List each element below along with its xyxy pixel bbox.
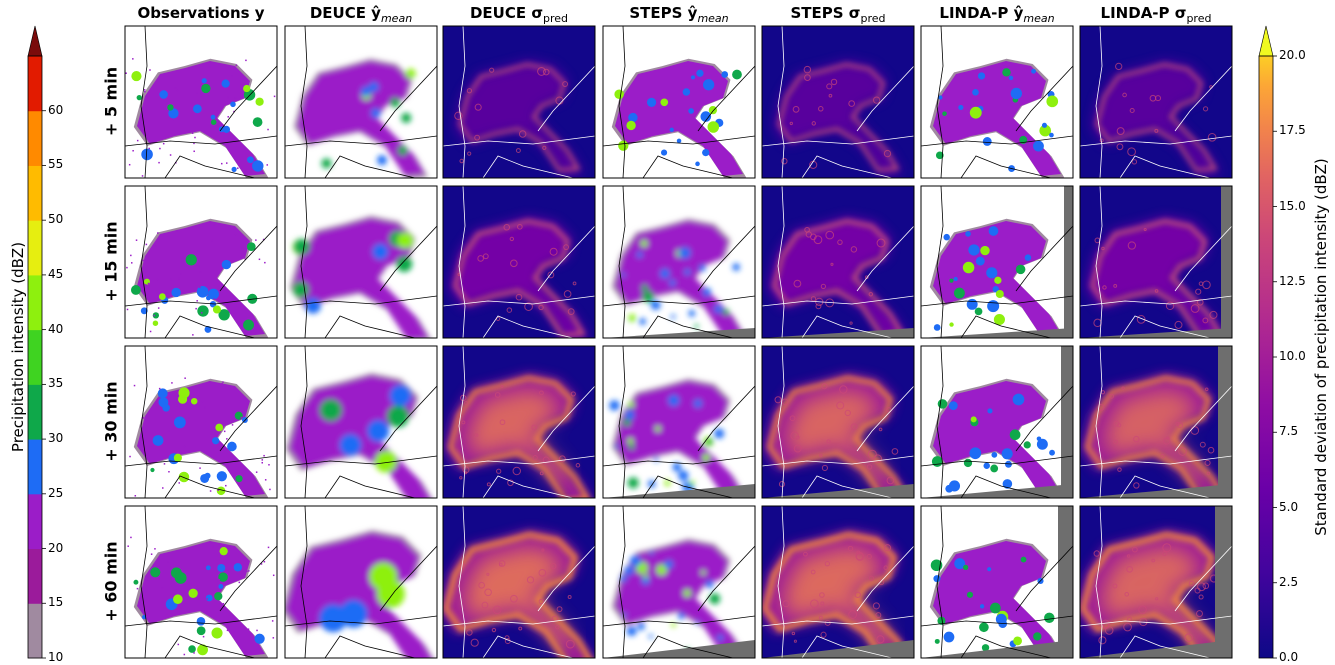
map-panel: [761, 25, 915, 179]
colorbar-tick-label: 2.5: [1279, 574, 1299, 589]
map-panel: [442, 345, 596, 499]
map-panel: [920, 25, 1074, 179]
map-panel: [1079, 505, 1233, 659]
colorbar-tick-label: 50: [48, 212, 64, 227]
column-title: DEUCE ŷmean: [309, 4, 413, 25]
map-panel: [124, 345, 278, 499]
map-panel: [920, 505, 1074, 659]
map-panel: [284, 25, 438, 179]
colorbar-tick-label: 7.5: [1279, 424, 1299, 439]
precip-colorbar: [27, 25, 46, 659]
map-panel: [442, 185, 596, 339]
map-panel: [602, 505, 756, 659]
map-panel: [761, 345, 915, 499]
column-title: Observations y: [137, 4, 265, 22]
map-panel: [602, 345, 756, 499]
colorbar-tick-label: 60: [48, 102, 64, 117]
colorbar-tick-label: 12.5: [1279, 273, 1306, 288]
map-panel: [284, 345, 438, 499]
colorbar-segment: [28, 439, 42, 495]
colorbar-tick-label: 55: [48, 157, 64, 172]
colorbar-segment: [28, 110, 42, 166]
colorbar-segment: [28, 384, 42, 440]
map-panel: [602, 185, 756, 339]
map-panel: [602, 25, 756, 179]
row-label: + 5 min: [101, 66, 121, 137]
colorbar-segment: [28, 274, 42, 331]
colorbar-tick-label: 30: [48, 431, 64, 446]
map-panel: [1079, 185, 1233, 339]
colorbar-tick-label: 10: [48, 650, 64, 664]
column-title: LINDA-P σpred: [1100, 4, 1212, 25]
right-colorbar-label: Standard deviation of precipitation inte…: [1312, 158, 1330, 536]
colorbar-gradient: [1259, 56, 1273, 658]
colorbar-tick-label: 10.0: [1279, 349, 1306, 363]
map-panel: [1079, 345, 1233, 499]
map-panel: [1079, 25, 1233, 179]
column-title: DEUCE σpred: [469, 4, 569, 25]
colorbar-extend-arrow: [27, 25, 43, 57]
map-panel: [920, 345, 1074, 499]
row-label: + 60 min: [101, 541, 121, 622]
colorbar-tick-label: 15: [48, 595, 64, 610]
row-label: + 15 min: [101, 221, 121, 302]
colorbar-tick-label: 20.0: [1279, 48, 1306, 62]
colorbar-segment: [28, 165, 42, 221]
colorbar-segment: [28, 548, 42, 604]
colorbar-tick-label: 20: [48, 540, 64, 555]
colorbar-segment: [28, 329, 42, 385]
std-colorbar: [1258, 25, 1277, 659]
map-panel: [284, 185, 438, 339]
map-panel: [761, 185, 915, 339]
colorbar-tick-label: 17.5: [1279, 123, 1306, 138]
colorbar-tick-label: 15.0: [1279, 198, 1306, 213]
column-title: STEPS σpred: [790, 4, 886, 25]
map-panel: [442, 25, 596, 179]
column-title: LINDA-P ŷmean: [939, 4, 1055, 25]
colorbar-tick-label: 40: [48, 321, 64, 336]
colorbar-extend-arrow: [1258, 25, 1274, 57]
column-title: STEPS ŷmean: [629, 4, 729, 25]
map-panel: [124, 25, 278, 179]
colorbar-tick-label: 45: [48, 266, 64, 281]
colorbar-segment: [28, 56, 42, 112]
map-panel: [284, 505, 438, 659]
map-panel: [124, 185, 278, 339]
map-panel: [920, 185, 1074, 339]
colorbar-segment: [28, 493, 42, 550]
colorbar-tick-label: 0.0: [1279, 650, 1299, 664]
map-panel: [124, 505, 278, 659]
colorbar-tick-label: 5.0: [1279, 499, 1299, 514]
row-label: + 30 min: [101, 381, 121, 462]
map-panel: [442, 505, 596, 659]
colorbar-tick-label: 25: [48, 485, 64, 500]
left-colorbar-label: Precipitation intensity (dBZ): [9, 241, 27, 453]
colorbar-tick-label: 35: [48, 376, 64, 391]
colorbar-segment: [28, 603, 42, 659]
map-panel: [761, 505, 915, 659]
colorbar-segment: [28, 220, 42, 276]
